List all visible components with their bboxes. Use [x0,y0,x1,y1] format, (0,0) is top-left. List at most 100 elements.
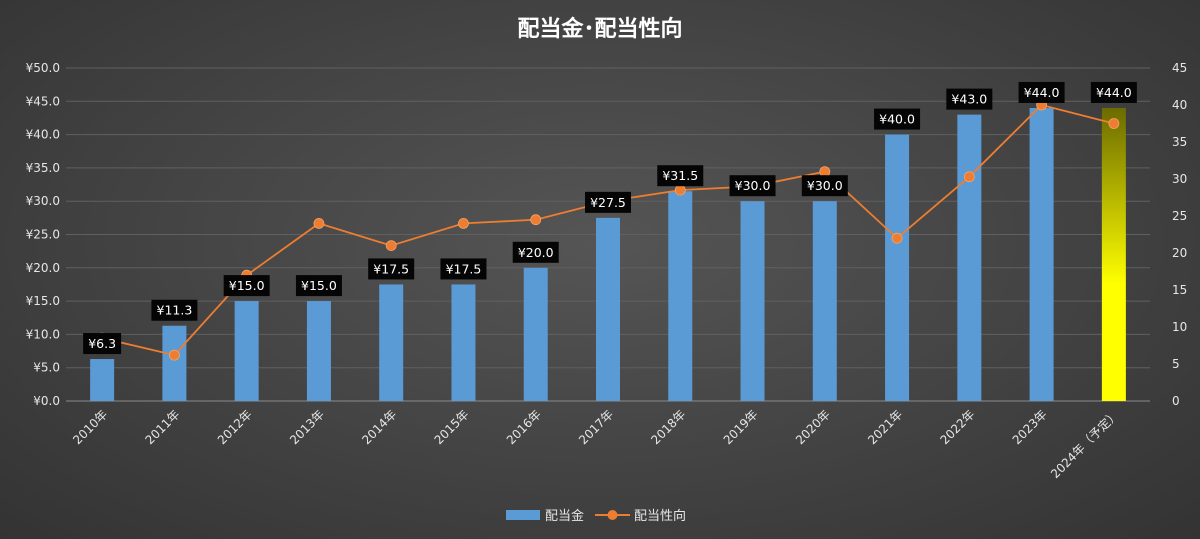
line-point [458,217,469,229]
right-axis-ticks: 0 5 10 15 20 25 30 35 40 45 [1172,61,1187,408]
right-tick-label: 45 [1172,61,1187,75]
data-label: ¥44.0 [1090,81,1137,103]
data-label: ¥15.0 [223,275,270,297]
bar [162,325,187,401]
line-point [674,184,686,196]
data-label-box [83,333,122,355]
data-label: ¥11.3 [151,299,198,321]
left-tick-label: ¥35.0 [26,161,60,175]
right-tick-label: 5 [1172,357,1180,371]
right-tick-label: 40 [1172,98,1187,112]
data-label-text: ¥17.5 [446,261,482,276]
data-label-box [657,165,704,187]
left-tick-label: ¥0.0 [33,394,60,408]
right-tick-label: 25 [1172,209,1187,223]
data-label: ¥6.3 [83,333,122,355]
legend-bar-label: 配当金 [545,508,584,524]
category-label: 2016年 [504,407,544,447]
right-tick-label: 35 [1172,135,1187,149]
data-label: ¥27.5 [585,191,631,213]
data-label-text: ¥44.0 [1024,85,1060,100]
right-tick-label: 15 [1172,283,1187,297]
line-point [313,217,325,229]
data-label-text: ¥17.5 [373,261,409,276]
data-label: ¥30.0 [729,175,776,197]
line-point [530,214,542,226]
category-label: 2023年 [1010,407,1050,447]
left-tick-label: ¥25.0 [26,228,60,242]
line-point [891,232,903,244]
category-labels: 2010年 2011年 2012年 2013年 2014年 2015年 2016年 2017年… [70,407,1122,482]
line-point [168,349,180,361]
legend-line-label: 配当性向 [634,508,686,524]
data-label: ¥17.5 [368,258,415,280]
left-tick-label: ¥15.0 [26,294,60,308]
bar [668,191,693,401]
data-label-box [223,275,270,297]
left-tick-label: ¥20.0 [26,261,60,275]
bar [523,267,548,401]
bar [379,284,404,401]
right-tick-label: 30 [1172,172,1187,186]
category-label: 2020年 [793,407,833,447]
category-label: 2012年 [215,407,255,447]
category-label: 2010年 [70,407,110,447]
data-label-text: ¥11.3 [157,303,193,318]
line-point [385,240,397,252]
category-label: 2021年 [865,407,905,447]
right-tick-label: 10 [1172,320,1187,334]
data-label: ¥44.0 [1018,81,1065,103]
data-label: ¥40.0 [874,108,921,130]
category-label: 2015年 [432,407,472,447]
line-point [819,166,831,178]
data-label-box [874,108,921,130]
data-label-box [801,175,848,197]
data-label-text: ¥15.0 [301,278,337,293]
bar [451,284,476,401]
line-point [963,171,975,183]
right-tick-label: 20 [1172,246,1187,260]
data-label-box [1090,81,1137,103]
category-label: 2013年 [287,407,327,447]
data-label-box [295,275,342,297]
legend-line-marker [607,510,618,520]
data-label-text: ¥40.0 [879,112,915,127]
data-label-text: ¥6.3 [88,336,116,351]
category-label: 2022年 [937,407,977,447]
bar [306,301,331,401]
data-label: ¥43.0 [946,88,993,110]
category-label: 2018年 [648,407,688,447]
left-tick-label: ¥45.0 [26,94,60,108]
data-label-text: ¥30.0 [735,178,771,193]
data-label-box [512,241,559,263]
category-label: 2014年 [359,407,399,447]
data-label-text: ¥30.0 [807,178,843,193]
data-label-text: ¥43.0 [951,92,987,107]
data-label-box [151,299,198,321]
data-label-box [729,175,776,197]
legend: 配当金 配当性向 [506,508,686,524]
bar [596,217,620,401]
data-label-text: ¥15.0 [229,278,265,293]
data-label-box [946,88,993,110]
data-label-text: ¥20.0 [518,245,554,260]
left-axis-ticks: ¥0.0 ¥5.0 ¥10.0 ¥15.0 ¥20.0 ¥25.0 ¥30.0 ¥35.0 ¥4… [26,61,60,408]
bar [885,134,910,401]
bar-series [90,107,1126,402]
data-label-text: ¥27.5 [590,195,626,210]
left-tick-label: ¥50.0 [26,61,60,75]
bar [812,201,837,401]
data-label: ¥20.0 [512,241,559,263]
data-label: ¥15.0 [295,275,342,297]
line-point [1108,118,1120,129]
category-label: 2017年 [576,407,616,447]
bar [90,359,115,401]
category-label: 2011年 [143,407,183,447]
data-label: ¥30.0 [801,175,848,197]
right-tick-label: 0 [1172,394,1180,408]
category-label: 2024年（予定） [1047,407,1122,482]
data-label: ¥17.5 [440,258,487,280]
bar [1029,107,1054,402]
data-label-box [1018,81,1065,103]
